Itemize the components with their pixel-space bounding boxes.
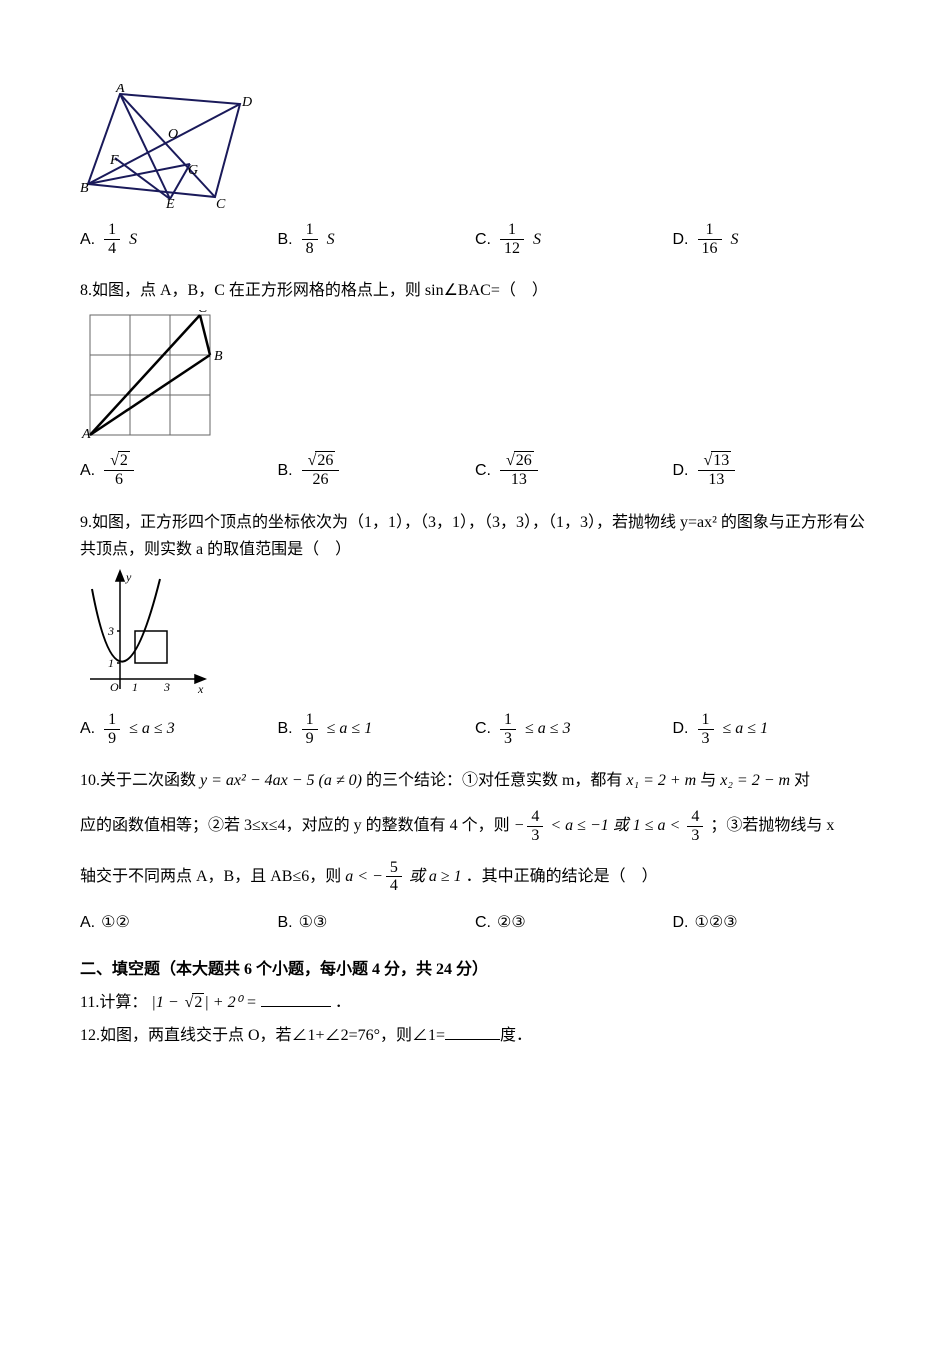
option-label: C. [475, 909, 491, 936]
q9-options: A. 19 ≤ a ≤ 3 B. 19 ≤ a ≤ 1 C. 13 ≤ a ≤ … [80, 711, 870, 747]
q10-option-A: A. ①② [80, 909, 278, 936]
q7-option-D: D. 116 S [673, 221, 871, 257]
option-label: A. [80, 457, 95, 484]
q10-option-D: D. ①②③ [673, 909, 871, 936]
q7-option-B: B. 18 S [278, 221, 476, 257]
q8-option-C: C. 26 13 [475, 452, 673, 488]
q10-line3: 轴交于不同两点 A，B，且 AB≤6，则 a < −54 或 a ≥ 1 ．其中… [80, 859, 870, 895]
q7-option-C: C. 112 S [475, 221, 673, 257]
option-label: B. [278, 457, 293, 484]
q8-option-D: D. 13 13 [673, 452, 871, 488]
q8-svg: A B C [80, 310, 230, 440]
option-label: B. [278, 715, 293, 742]
q9-label-O: O [110, 680, 119, 694]
q8-label-C: C [198, 310, 208, 316]
q9-label-x: x [197, 682, 204, 696]
option-label: B. [278, 909, 293, 936]
q10-options: A. ①② B. ①③ C. ②③ D. ①②③ [80, 909, 870, 936]
q7-label-F: F [109, 153, 119, 168]
q7-svg: A D B C O F G E [80, 84, 255, 209]
q9-svg: y x O 1 3 1 3 [80, 569, 210, 699]
q7-label-G: G [188, 163, 198, 178]
q9-text: 9.如图，正方形四个顶点的坐标依次为（1，1），（3，1），（3，3），（1，3… [80, 509, 870, 563]
q8-label-B: B [214, 349, 223, 364]
q9-option-C: C. 13 ≤ a ≤ 3 [475, 711, 673, 747]
q10-option-C: C. ②③ [475, 909, 673, 936]
option-label: D. [673, 457, 689, 484]
q9-label-1x: 1 [132, 680, 138, 694]
option-label: A. [80, 909, 95, 936]
q8-option-A: A. 2 6 [80, 452, 278, 488]
q8-text: 8.如图，点 A，B，C 在正方形网格的格点上，则 sin∠BAC=（ ） [80, 277, 870, 304]
q7-label-D: D [241, 95, 252, 110]
section-2-title: 二、填空题（本大题共 6 个小题，每小题 4 分，共 24 分） [80, 956, 870, 983]
q8-options: A. 2 6 B. 26 26 C. 26 13 D. 13 13 [80, 452, 870, 488]
q9-option-D: D. 13 ≤ a ≤ 1 [673, 711, 871, 747]
q7-label-C: C [216, 197, 226, 209]
q12-blank [445, 1023, 500, 1040]
q8-label-A: A [81, 427, 91, 440]
q9-label-y: y [125, 570, 132, 584]
option-label: C. [475, 457, 491, 484]
q8-option-B: B. 26 26 [278, 452, 476, 488]
q7-label-O: O [168, 127, 178, 142]
q9-option-A: A. 19 ≤ a ≤ 3 [80, 711, 278, 747]
option-label: C. [475, 226, 491, 253]
q7-options: A. 14 S B. 18 S C. 112 S D. 116 S [80, 221, 870, 257]
q9-label-3x: 3 [163, 680, 170, 694]
q9-label-3y: 3 [107, 624, 114, 638]
option-label: D. [673, 226, 689, 253]
q8-figure: A B C [80, 310, 870, 440]
q11-blank [261, 990, 331, 1007]
q10-line2: 应的函数值相等；②若 3≤x≤4，对应的 y 的整数值有 4 个，则 −43 <… [80, 808, 870, 844]
q10-option-B: B. ①③ [278, 909, 476, 936]
option-label: A. [80, 226, 95, 253]
q9-label-1y: 1 [108, 656, 114, 670]
q9-option-B: B. 19 ≤ a ≤ 1 [278, 711, 476, 747]
q7-option-A: A. 14 S [80, 221, 278, 257]
q7-figure: A D B C O F G E [80, 84, 870, 209]
q9-figure: y x O 1 3 1 3 [80, 569, 870, 699]
option-label: B. [278, 226, 293, 253]
option-label: A. [80, 715, 95, 742]
option-label: D. [673, 715, 689, 742]
q11: 11.计算： |1 − 2| + 2⁰ = ． [80, 989, 870, 1016]
q7-label-A: A [115, 84, 125, 96]
option-label: D. [673, 909, 689, 936]
q10-line1: 10.关于二次函数 y = ax² − 4ax − 5 (a ≠ 0) 的三个结… [80, 767, 870, 794]
q7-label-E: E [165, 197, 175, 209]
option-label: C. [475, 715, 491, 742]
q7-label-B: B [80, 181, 89, 196]
q12: 12.如图，两直线交于点 O，若∠1+∠2=76°，则∠1=度． [80, 1022, 870, 1049]
